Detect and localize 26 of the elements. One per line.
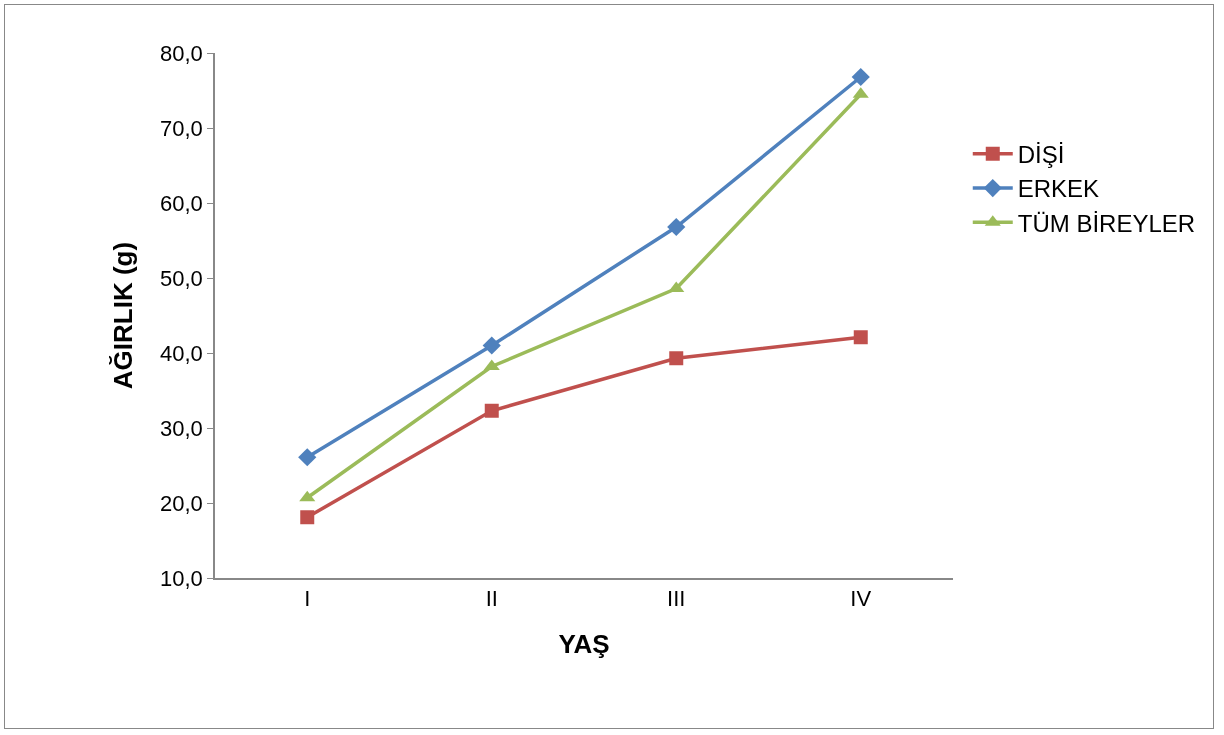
point <box>299 490 316 502</box>
y-axis-title: AĞIRLIK (g) <box>107 241 138 390</box>
x-tick-label: II <box>485 586 498 612</box>
x-tick-label: III <box>667 586 686 612</box>
x-tick-label: IV <box>850 586 872 612</box>
y-tick-label: 40,0 <box>160 340 203 366</box>
point <box>482 336 501 355</box>
y-tick-label: 10,0 <box>160 565 203 591</box>
x-tick-label: I <box>304 586 311 612</box>
point <box>300 510 315 525</box>
y-tick-label: 20,0 <box>160 490 203 516</box>
x-axis-title: YAŞ <box>558 629 610 660</box>
legend-label: TÜM BİREYLER <box>1017 209 1196 237</box>
y-tick-label: 30,0 <box>160 415 203 441</box>
point <box>853 330 868 345</box>
y-tick-label: 70,0 <box>160 115 203 141</box>
legend-label: ERKEK <box>1017 175 1100 203</box>
point <box>484 403 499 418</box>
y-tick-label: 60,0 <box>160 190 203 216</box>
y-tick-label: 80,0 <box>160 40 203 66</box>
point <box>667 217 686 237</box>
y-tick-label: 50,0 <box>160 265 203 291</box>
point <box>851 67 870 87</box>
point <box>298 448 317 467</box>
legend-label: DİŞİ <box>1017 141 1065 169</box>
point <box>669 351 684 366</box>
